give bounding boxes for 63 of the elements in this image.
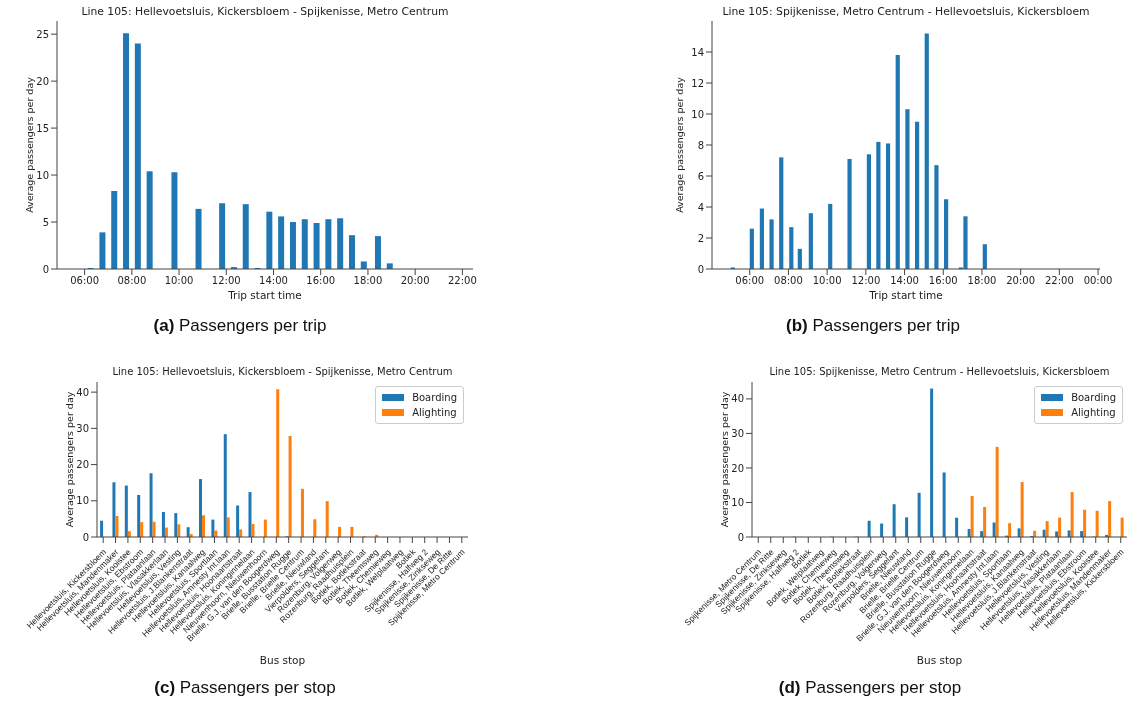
y-tick-label: 40 <box>731 393 744 405</box>
x-tick-label: 18:00 <box>353 275 383 287</box>
x-tick-label: 00:00 <box>1083 275 1113 287</box>
legend-label: Boarding <box>412 391 457 405</box>
chart-title: Line 105: Hellevoetsluis, Kickersbloem - Spijkenisse, Metro Centrum <box>111 366 454 377</box>
y-tick-label: 0 <box>697 263 704 275</box>
y-tick-label: 10 <box>731 497 744 509</box>
x-tick-label: 08:00 <box>774 275 803 287</box>
y-tick-label: 30 <box>76 422 89 434</box>
y-tick-label: 30 <box>731 427 744 439</box>
legend-label: Alighting <box>1071 406 1116 420</box>
x-tick-label: 20:00 <box>1006 275 1036 287</box>
y-tick-label: 25 <box>36 28 49 40</box>
text: (c) Passengers per stop <box>153 678 337 698</box>
x-tick-label: 10:00 <box>164 275 194 287</box>
text: (a) Passengers per trip <box>152 316 328 336</box>
y-tick-label: 20 <box>36 75 49 87</box>
y-tick-label: 10 <box>691 108 704 120</box>
x-tick-label: 18:00 <box>967 275 997 287</box>
y-tick-label: 0 <box>82 531 89 543</box>
y-tick-label: 2 <box>697 232 704 244</box>
text: (b) Passengers per trip <box>785 316 961 336</box>
y-tick-label: 0 <box>737 531 744 543</box>
y-tick-label: 6 <box>697 170 704 182</box>
y-tick-label: 12 <box>691 77 704 89</box>
y-tick-label: 8 <box>697 139 704 151</box>
y-tick-label: 20 <box>76 459 89 471</box>
chart-title: Line 105: Spijkenisse, Metro Centrum - Hellevoetsluis, Kickersbloem <box>768 366 1111 377</box>
x-tick-label: 22:00 <box>1044 275 1074 287</box>
x-tick-label: 22:00 <box>447 275 477 287</box>
x-tick-label: 12:00 <box>211 275 241 287</box>
x-tick-label: 14:00 <box>259 275 288 287</box>
y-tick-label: 10 <box>76 495 89 507</box>
legend-label: Alighting <box>412 406 457 420</box>
y-axis-title: Average passengers per day <box>674 76 686 213</box>
y-tick-label: 10 <box>36 169 49 181</box>
text: (d) Passengers per stop <box>777 678 963 698</box>
y-tick-label: 20 <box>731 462 744 474</box>
legend-label: Boarding <box>1071 391 1116 405</box>
x-tick-label: 16:00 <box>928 275 958 287</box>
x-tick-label: 06:00 <box>70 275 100 287</box>
x-tick-label: 06:00 <box>735 275 765 287</box>
x-axis-title: Trip start time <box>227 289 302 301</box>
y-tick-label: 14 <box>691 46 704 58</box>
y-axis-title: Average passengers per day <box>24 76 36 213</box>
x-axis-title: Bus stop <box>259 654 306 666</box>
x-axis-title: Trip start time <box>868 289 943 301</box>
y-axis-title: Average passengers per day <box>64 391 76 528</box>
chart-title: Line 105: Hellevoetsluis, Kickersbloem - Spijkenisse, Metro Centrum <box>80 5 450 18</box>
x-tick-label: 16:00 <box>306 275 336 287</box>
x-tick-label: 14:00 <box>890 275 919 287</box>
x-tick-label: 08:00 <box>117 275 147 287</box>
y-tick-label: 15 <box>36 122 49 134</box>
x-tick-label: 10:00 <box>812 275 842 287</box>
x-axis-title: Bus stop <box>916 654 963 666</box>
chart-title: Line 105: Spijkenisse, Metro Centrum - Hellevoetsluis, Kickersbloem <box>721 5 1091 18</box>
y-axis-title: Average passengers per day <box>719 391 731 528</box>
y-tick-label: 0 <box>42 263 49 275</box>
y-tick-label: 40 <box>76 386 89 398</box>
x-tick-label: 20:00 <box>400 275 430 287</box>
y-tick-label: 5 <box>42 216 49 228</box>
x-tick-label: 12:00 <box>851 275 881 287</box>
y-tick-label: 4 <box>697 201 704 213</box>
